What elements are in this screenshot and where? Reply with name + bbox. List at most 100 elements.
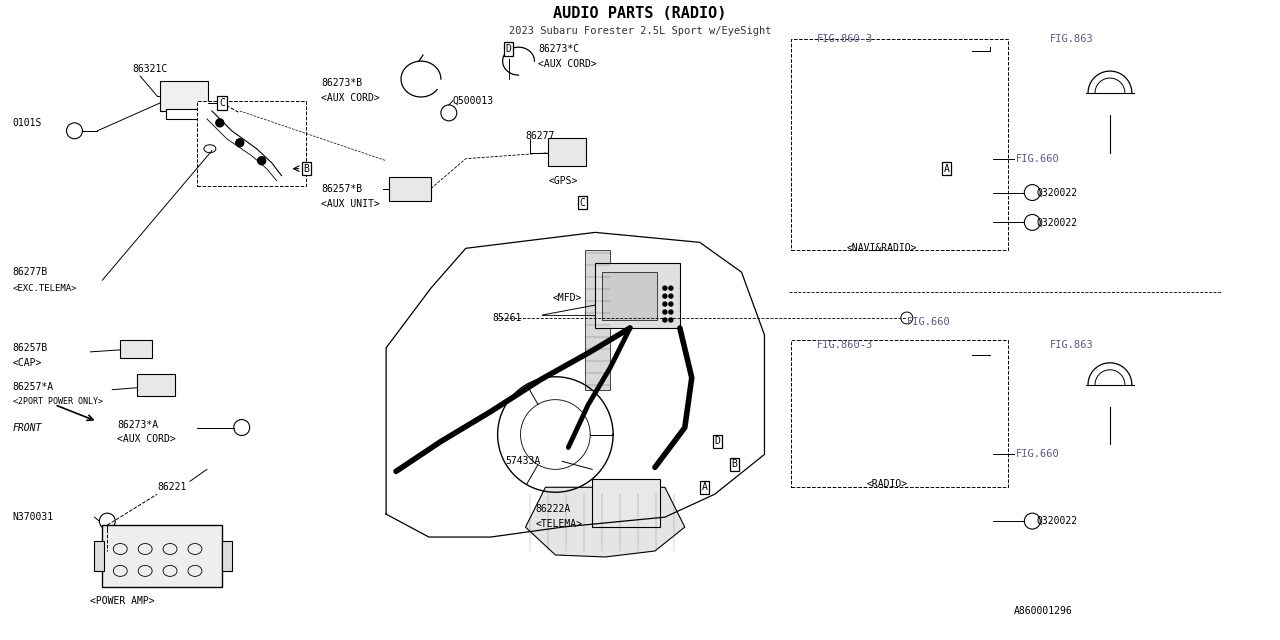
Text: D: D: [506, 44, 512, 54]
FancyBboxPatch shape: [221, 541, 232, 571]
Text: 2023 Subaru Forester 2.5L Sport w/EyeSight: 2023 Subaru Forester 2.5L Sport w/EyeSig…: [508, 26, 772, 36]
Text: <CAP>: <CAP>: [13, 358, 42, 368]
FancyBboxPatch shape: [593, 479, 660, 527]
FancyBboxPatch shape: [160, 81, 207, 111]
Text: FIG.860-3: FIG.860-3: [817, 34, 873, 44]
Text: 57433A: 57433A: [506, 456, 541, 467]
Text: Q320022: Q320022: [1037, 218, 1078, 227]
FancyBboxPatch shape: [595, 263, 680, 328]
FancyBboxPatch shape: [166, 109, 202, 119]
FancyBboxPatch shape: [972, 370, 993, 467]
Text: FIG.660: FIG.660: [1016, 154, 1060, 164]
FancyBboxPatch shape: [804, 48, 972, 236]
Text: C: C: [580, 198, 585, 207]
Text: B: B: [303, 164, 310, 173]
FancyBboxPatch shape: [972, 77, 993, 218]
Circle shape: [669, 286, 673, 290]
Polygon shape: [585, 250, 611, 390]
FancyBboxPatch shape: [817, 61, 916, 179]
Text: <RADIO>: <RADIO>: [867, 479, 908, 490]
FancyBboxPatch shape: [858, 218, 870, 228]
Circle shape: [978, 420, 987, 428]
FancyBboxPatch shape: [858, 461, 870, 471]
Text: 86321C: 86321C: [132, 64, 168, 74]
Text: A: A: [943, 164, 950, 173]
Circle shape: [669, 310, 673, 314]
Text: FIG.660: FIG.660: [1016, 449, 1060, 460]
FancyBboxPatch shape: [840, 461, 852, 471]
FancyBboxPatch shape: [817, 378, 916, 458]
Text: A: A: [701, 483, 708, 492]
Bar: [197, 101, 306, 186]
Circle shape: [236, 139, 243, 147]
Text: <2PORT POWER ONLY>: <2PORT POWER ONLY>: [13, 397, 102, 406]
Text: <NAVI&RADIO>: <NAVI&RADIO>: [847, 243, 918, 253]
FancyBboxPatch shape: [602, 272, 657, 320]
FancyBboxPatch shape: [822, 461, 835, 471]
FancyBboxPatch shape: [548, 138, 586, 166]
Text: <AUX CORD>: <AUX CORD>: [321, 93, 380, 103]
Text: 86257B: 86257B: [13, 343, 47, 353]
Text: Q500013: Q500013: [453, 96, 494, 106]
FancyBboxPatch shape: [102, 525, 221, 587]
Text: 86222A: 86222A: [535, 504, 571, 514]
Circle shape: [257, 157, 266, 164]
Text: B: B: [732, 460, 737, 469]
Circle shape: [978, 152, 987, 160]
Text: 86273*A: 86273*A: [118, 420, 159, 429]
Circle shape: [216, 119, 224, 127]
Circle shape: [663, 302, 667, 306]
Text: <AUX CORD>: <AUX CORD>: [539, 59, 598, 69]
Text: 86277: 86277: [526, 131, 554, 141]
Circle shape: [669, 294, 673, 298]
Text: 86273*C: 86273*C: [539, 44, 580, 54]
Text: C: C: [219, 98, 225, 108]
Circle shape: [663, 310, 667, 314]
FancyBboxPatch shape: [804, 350, 972, 477]
FancyBboxPatch shape: [95, 541, 105, 571]
Text: <POWER AMP>: <POWER AMP>: [91, 596, 155, 606]
Circle shape: [978, 392, 987, 399]
FancyBboxPatch shape: [822, 218, 835, 228]
Bar: [791, 340, 1009, 487]
Circle shape: [663, 318, 667, 322]
Text: <MFD>: <MFD>: [553, 293, 581, 303]
Text: 86257*B: 86257*B: [321, 184, 362, 193]
Text: A860001296: A860001296: [1014, 605, 1073, 616]
Text: D: D: [714, 436, 721, 447]
FancyBboxPatch shape: [120, 340, 152, 358]
Circle shape: [663, 286, 667, 290]
Circle shape: [978, 102, 987, 110]
Text: <GPS>: <GPS>: [548, 175, 577, 186]
Circle shape: [978, 177, 987, 184]
FancyBboxPatch shape: [389, 177, 431, 200]
Text: FIG.660: FIG.660: [906, 317, 951, 327]
Text: N370031: N370031: [13, 512, 54, 522]
Text: FIG.863: FIG.863: [1050, 34, 1094, 44]
Text: <TELEMA>: <TELEMA>: [535, 519, 582, 529]
Text: FRONT: FRONT: [13, 422, 42, 433]
Text: AUDIO PARTS (RADIO): AUDIO PARTS (RADIO): [553, 6, 727, 21]
Text: 85261: 85261: [493, 313, 522, 323]
Text: Q320022: Q320022: [1037, 516, 1078, 526]
Circle shape: [978, 127, 987, 135]
Text: 86277B: 86277B: [13, 268, 47, 277]
Text: 86257*A: 86257*A: [13, 381, 54, 392]
Circle shape: [669, 318, 673, 322]
Text: FIG.860-3: FIG.860-3: [817, 340, 873, 350]
FancyBboxPatch shape: [137, 374, 175, 396]
Text: <EXC.TELEMA>: <EXC.TELEMA>: [13, 284, 77, 292]
Circle shape: [978, 202, 987, 209]
Circle shape: [978, 447, 987, 456]
FancyBboxPatch shape: [840, 218, 852, 228]
Text: 0101S: 0101S: [13, 118, 42, 128]
Text: 86273*B: 86273*B: [321, 78, 362, 88]
Text: 86221: 86221: [157, 483, 187, 492]
Text: Q320022: Q320022: [1037, 188, 1078, 198]
Circle shape: [669, 302, 673, 306]
Bar: [791, 39, 1009, 250]
Text: <AUX UNIT>: <AUX UNIT>: [321, 198, 380, 209]
Text: <AUX CORD>: <AUX CORD>: [118, 435, 177, 444]
Polygon shape: [526, 487, 685, 557]
Circle shape: [663, 294, 667, 298]
